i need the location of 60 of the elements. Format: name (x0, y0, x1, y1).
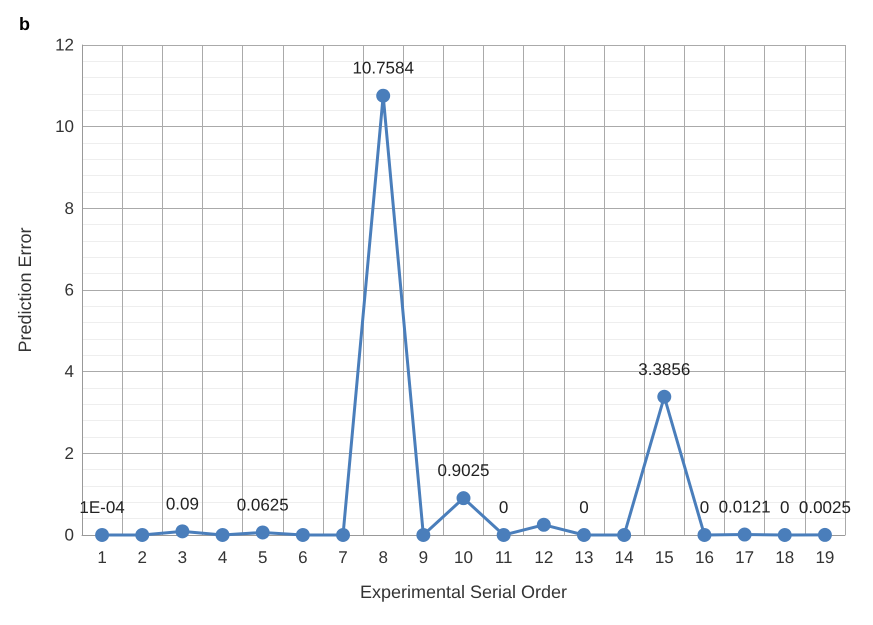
x-tick-label: 15 (654, 548, 674, 567)
x-tick-label: 18 (775, 548, 794, 567)
x-tick-label: 10 (454, 548, 473, 567)
point (456, 491, 470, 506)
point (336, 528, 350, 542)
point (416, 528, 430, 542)
data-label: 0.9025 (438, 461, 490, 480)
point (496, 528, 511, 542)
point (617, 528, 632, 542)
y-tick-label: 6 (64, 280, 74, 300)
data-label: 3.3856 (638, 360, 690, 379)
y-tick-label: 10 (55, 117, 74, 136)
point (216, 528, 230, 542)
x-tick-label: 3 (178, 548, 188, 567)
point (818, 528, 832, 542)
x-tick-label: 8 (378, 548, 388, 567)
x-tick-label: 2 (138, 548, 147, 567)
y-axis-title: Prediction Error (15, 227, 35, 353)
x-tick-label: 4 (218, 548, 228, 567)
chart-title: b (19, 14, 30, 34)
y-tick-label: 2 (64, 444, 74, 463)
x-tick-label: 5 (258, 548, 268, 567)
point (256, 525, 270, 540)
x-tick-label: 7 (338, 548, 348, 567)
point (657, 390, 672, 404)
point (296, 528, 310, 542)
x-tick-label: 17 (735, 548, 754, 567)
x-tick-label: 1 (97, 548, 107, 567)
point (536, 518, 551, 532)
x-tick-label: 13 (574, 548, 594, 567)
data-label: 0.0121 (718, 498, 771, 517)
data-label: 0 (498, 498, 508, 517)
data-label: 1E-04 (79, 498, 125, 517)
x-tick-label: 19 (815, 548, 834, 567)
x-tick-label: 11 (494, 548, 512, 567)
data-label: 0.0625 (236, 495, 289, 514)
x-tick-label: 12 (534, 548, 554, 567)
data-label: 0 (579, 498, 589, 517)
data-label: 0.0025 (798, 498, 851, 517)
point (175, 524, 190, 538)
y-tick-label: 8 (64, 198, 74, 218)
x-tick-label: 9 (418, 548, 428, 567)
point (376, 88, 390, 103)
y-tick-label: 0 (64, 526, 74, 544)
y-tick-label: 12 (55, 36, 74, 54)
y-tick-label: 4 (64, 362, 74, 382)
point (135, 528, 150, 542)
point (778, 528, 792, 542)
data-label: 0.09 (166, 494, 199, 514)
data-label: 10.7584 (352, 58, 414, 78)
data-label: 0 (700, 498, 710, 517)
x-tick-label: 16 (694, 548, 714, 567)
point (738, 528, 752, 542)
point (95, 528, 110, 542)
x-tick-label: 14 (614, 548, 634, 567)
point (697, 528, 712, 542)
x-tick-label: 6 (298, 548, 308, 567)
point (576, 528, 591, 542)
data-label: 0 (780, 498, 790, 517)
x-axis-title: Experimental Serial Order (360, 582, 568, 602)
